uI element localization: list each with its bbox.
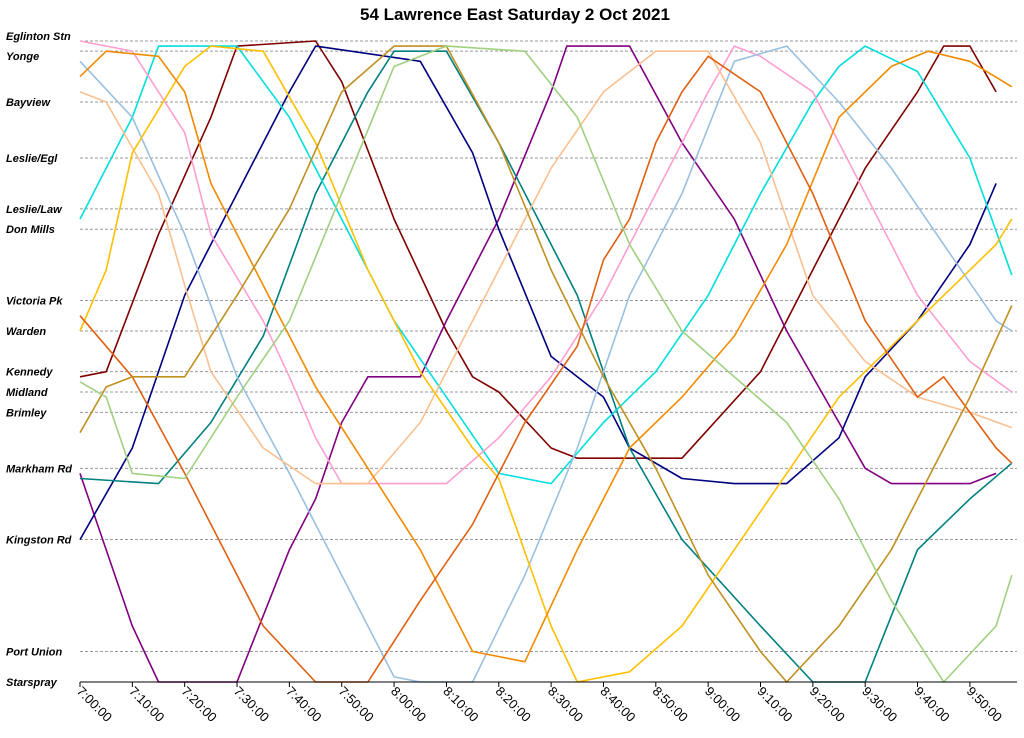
x-tick-label: 7:00:00 <box>74 684 115 725</box>
trip-line <box>79 40 997 459</box>
trip-line <box>79 45 997 683</box>
stop-label: Leslie/Law <box>6 204 63 216</box>
x-tick-label: 8:10:00 <box>440 684 481 725</box>
stop-label: Don Mills <box>6 224 55 236</box>
trip-line <box>79 45 997 540</box>
x-axis: 7:00:00 7:10:00 7:20:00 7:30:00 7:40:00 7:50:… <box>74 681 1017 725</box>
x-tick-label: 9:20:00 <box>807 684 848 725</box>
stop-label: Victoria Pk <box>6 295 63 307</box>
stop-label: Leslie/Egl <box>6 153 58 165</box>
x-tick-label: 7:30:00 <box>231 684 272 725</box>
stop-label: Bayview <box>6 97 51 109</box>
trip-line <box>79 50 1013 683</box>
x-tick-label: 9:50:00 <box>964 684 1005 725</box>
trip-line <box>79 40 1013 485</box>
x-tick-label: 8:50:00 <box>650 684 691 725</box>
x-tick-label: 7:10:00 <box>126 684 167 725</box>
x-tick-label: 8:40:00 <box>597 684 638 725</box>
x-tick-label: 9:10:00 <box>754 684 795 725</box>
chart-title: 54 Lawrence East Saturday 2 Oct 2021 <box>360 5 670 24</box>
x-tick-label: 9:00:00 <box>702 684 743 725</box>
trip-line <box>79 55 1013 683</box>
stop-label: Kennedy <box>6 367 53 379</box>
stop-label: Starspray <box>6 677 58 689</box>
trip-line <box>79 45 1013 485</box>
trip-line <box>79 45 1013 683</box>
stop-label: Brimley <box>6 407 47 419</box>
x-tick-label: 8:30:00 <box>545 684 586 725</box>
x-tick-label: 7:50:00 <box>336 684 377 725</box>
trip-line <box>79 45 1013 683</box>
x-tick-label: 7:20:00 <box>179 684 220 725</box>
x-tick-label: 8:00:00 <box>388 684 429 725</box>
stop-label: Yonge <box>6 51 39 63</box>
x-tick-label: 7:40:00 <box>283 684 324 725</box>
stop-label: Kingston Rd <box>6 535 72 547</box>
stop-label: Eglinton Stn <box>6 31 71 43</box>
x-tick-label: 9:40:00 <box>911 684 952 725</box>
stop-label: Markham Rd <box>6 463 72 475</box>
x-tick-label: 9:30:00 <box>859 684 900 725</box>
trip-lines <box>79 40 1013 683</box>
trip-line <box>79 45 1013 683</box>
trip-line <box>79 50 1013 663</box>
trip-line <box>79 50 1013 485</box>
stop-label: Midland <box>6 387 48 399</box>
stop-label: Port Union <box>6 646 62 658</box>
x-tick-label: 8:20:00 <box>493 684 534 725</box>
trip-line <box>79 45 1013 683</box>
stop-labels: Eglinton Stn Yonge Bayview Leslie/Egl Leslie… <box>6 31 72 689</box>
stop-label: Warden <box>6 326 46 338</box>
